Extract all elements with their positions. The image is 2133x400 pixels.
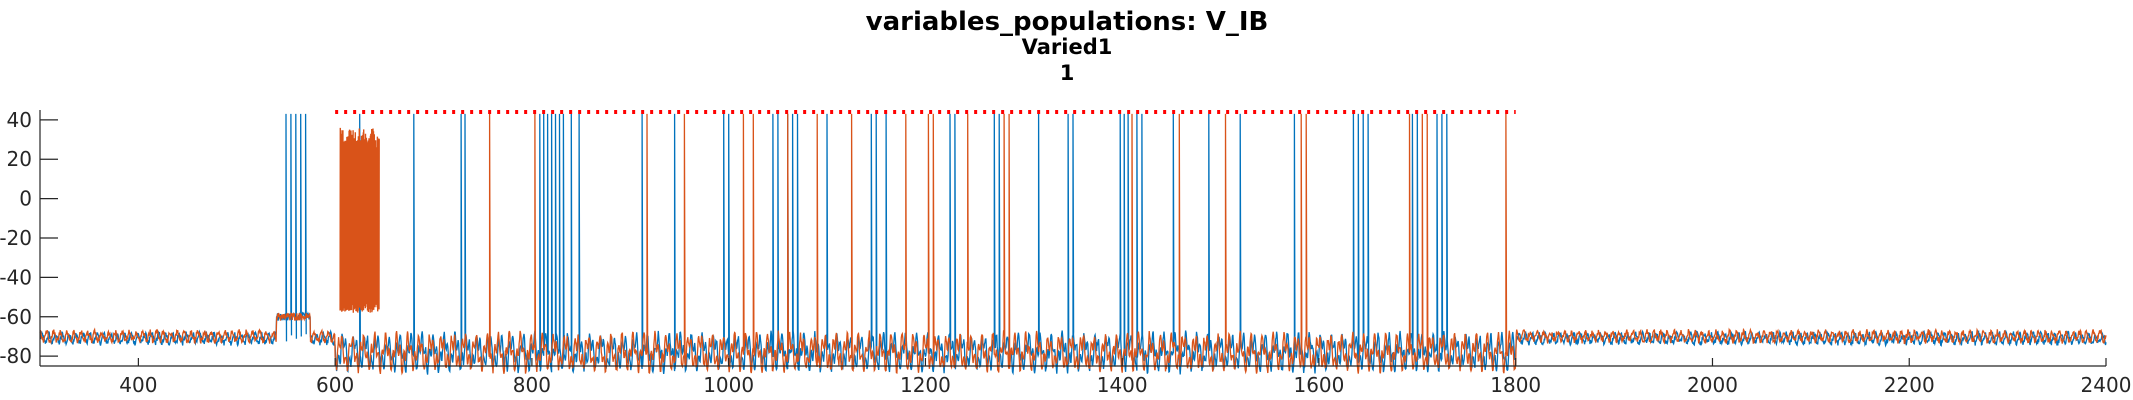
y-tick-label--60: -60 bbox=[0, 305, 32, 329]
y-tick-label--20: -20 bbox=[0, 226, 32, 250]
x-tick-label-1200: 1200 bbox=[900, 373, 951, 397]
chart-subtitle-2: 1 bbox=[1060, 61, 1075, 85]
x-tick-label-1600: 1600 bbox=[1293, 373, 1344, 397]
x-tick-label-1000: 1000 bbox=[703, 373, 754, 397]
series-layer bbox=[39, 113, 2107, 376]
y-tick-label--40: -40 bbox=[0, 265, 32, 289]
chart-subtitle: Varied1 bbox=[1022, 35, 1113, 59]
x-tick-label-2200: 2200 bbox=[1884, 373, 1935, 397]
series-burst-3 bbox=[339, 127, 380, 313]
x-tick-label-2400: 2400 bbox=[2081, 373, 2132, 397]
y-tick-label--80: -80 bbox=[0, 344, 32, 368]
x-tick-label-2000: 2000 bbox=[1687, 373, 1738, 397]
x-tick-label-400: 400 bbox=[119, 373, 157, 397]
x-tick-label-1400: 1400 bbox=[1097, 373, 1148, 397]
y-tick-label-0: 0 bbox=[19, 187, 32, 211]
x-tick-label-600: 600 bbox=[316, 373, 354, 397]
y-tick-label-20: 20 bbox=[7, 147, 32, 171]
x-tick-label-1800: 1800 bbox=[1490, 373, 1541, 397]
x-tick-label-800: 800 bbox=[513, 373, 551, 397]
axes-layer: 400 600 800 1000 1200 1400 1600 1800 2000 2200 240… bbox=[0, 108, 2131, 397]
series-line-2 bbox=[39, 113, 2107, 376]
chart-title: variables_populations: V_IB bbox=[866, 7, 1269, 37]
y-tick-label-40: 40 bbox=[7, 108, 32, 132]
plot-area: 400 600 800 1000 1200 1400 1600 1800 2000 2200 240… bbox=[0, 108, 2131, 397]
